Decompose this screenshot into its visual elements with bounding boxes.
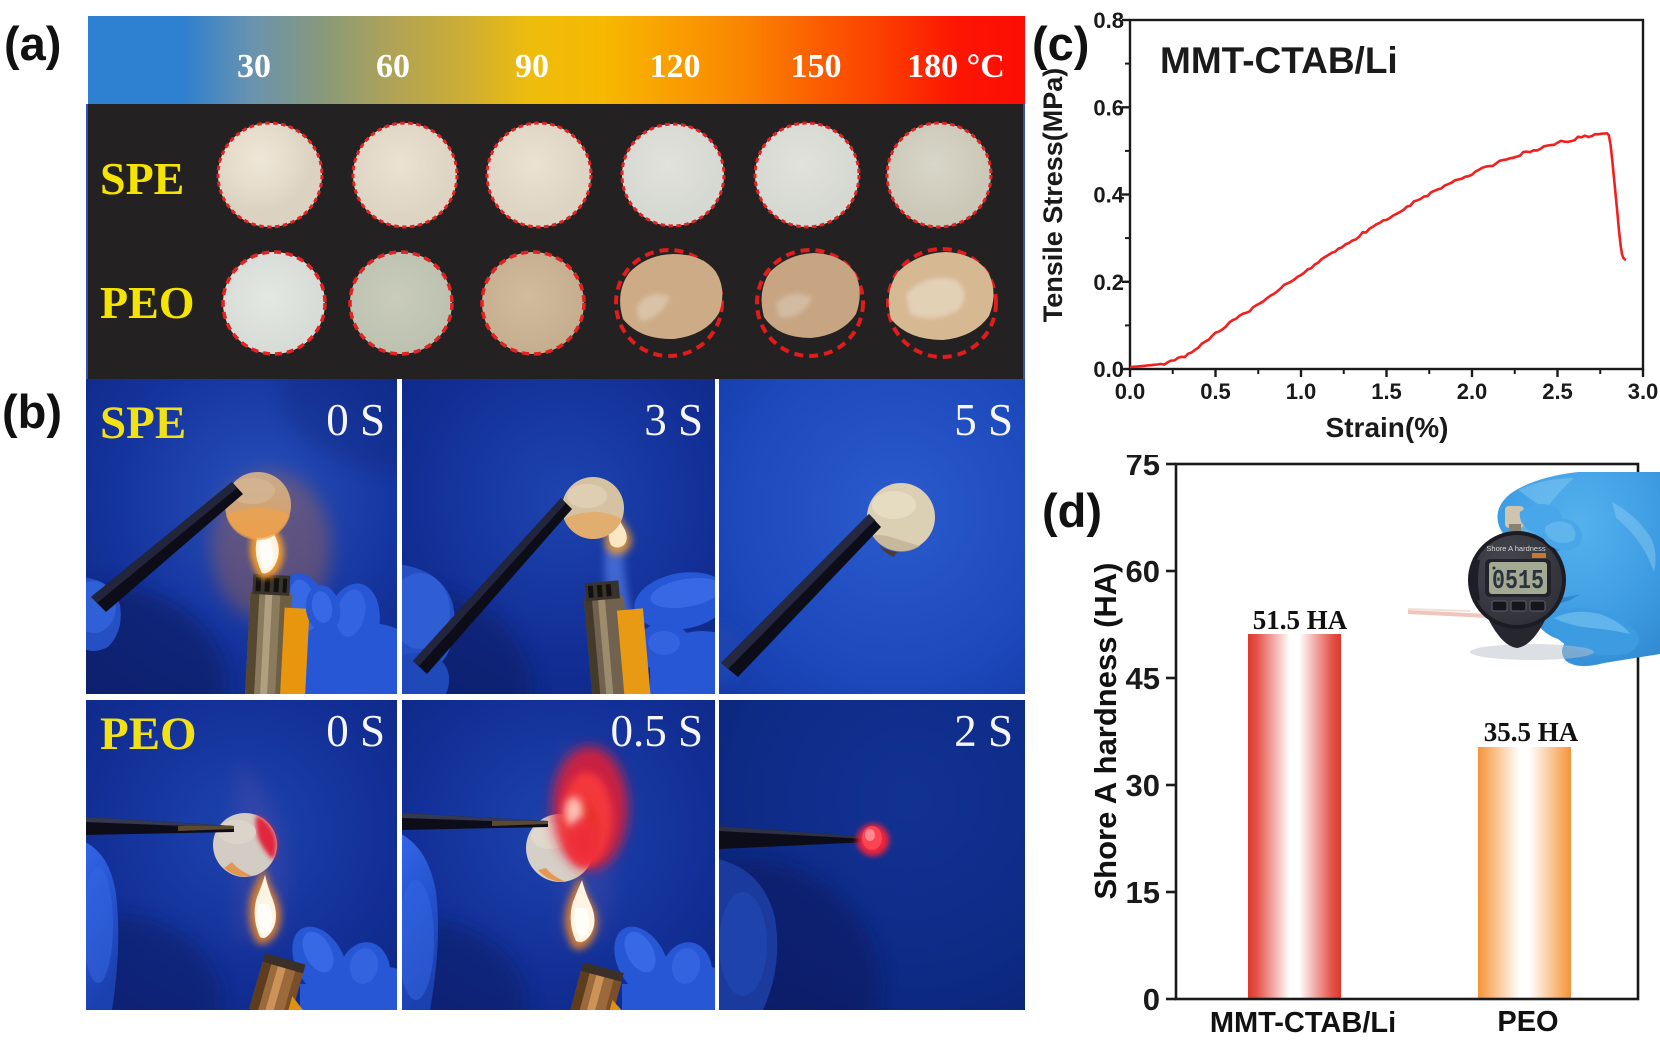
svg-text:0.0: 0.0 bbox=[1115, 379, 1146, 404]
svg-text:Tensile Stress(MPa): Tensile Stress(MPa) bbox=[1038, 68, 1068, 323]
svg-text:Strain(%): Strain(%) bbox=[1326, 412, 1449, 443]
svg-text:30: 30 bbox=[1126, 768, 1160, 803]
svg-text:35.5 HA: 35.5 HA bbox=[1484, 717, 1579, 747]
svg-text:75: 75 bbox=[1126, 455, 1160, 482]
svg-text:3.0: 3.0 bbox=[1628, 379, 1659, 404]
svg-text:1.0: 1.0 bbox=[1286, 379, 1317, 404]
svg-text:2.0: 2.0 bbox=[1457, 379, 1488, 404]
svg-text:51.5 HA: 51.5 HA bbox=[1253, 605, 1348, 635]
svg-text:0.2: 0.2 bbox=[1093, 270, 1124, 295]
svg-text:0.6: 0.6 bbox=[1093, 95, 1124, 120]
svg-text:2 S: 2 S bbox=[954, 706, 1013, 756]
svg-text:0515: 0515 bbox=[1492, 567, 1544, 597]
svg-text:0.5: 0.5 bbox=[1200, 379, 1231, 404]
svg-text:0.4: 0.4 bbox=[1093, 183, 1124, 208]
svg-text:45: 45 bbox=[1126, 661, 1160, 696]
svg-text:0: 0 bbox=[1143, 982, 1160, 1017]
svg-text:MMT-CTAB/Li: MMT-CTAB/Li bbox=[1210, 1007, 1396, 1039]
svg-text:0.8: 0.8 bbox=[1093, 8, 1124, 33]
svg-text:5 S: 5 S bbox=[954, 395, 1013, 445]
svg-text:SPE: SPE bbox=[100, 397, 186, 449]
svg-text:3 S: 3 S bbox=[644, 395, 703, 445]
svg-text:0 S: 0 S bbox=[326, 395, 385, 445]
svg-text:Shore A hardness: Shore A hardness bbox=[1486, 544, 1545, 553]
svg-text:15: 15 bbox=[1126, 875, 1160, 910]
svg-text:1.5: 1.5 bbox=[1371, 379, 1402, 404]
svg-text:60: 60 bbox=[1126, 554, 1160, 589]
svg-text:PEO: PEO bbox=[1497, 1006, 1558, 1038]
svg-text:Shore A hardness (HA): Shore A hardness (HA) bbox=[1088, 562, 1123, 899]
svg-text:MMT-CTAB/Li: MMT-CTAB/Li bbox=[1160, 40, 1398, 81]
svg-text:0.5 S: 0.5 S bbox=[610, 706, 703, 756]
svg-text:2.5: 2.5 bbox=[1542, 379, 1573, 404]
svg-text:0.0: 0.0 bbox=[1093, 357, 1124, 382]
svg-text:0 S: 0 S bbox=[326, 706, 385, 756]
svg-text:PEO: PEO bbox=[100, 708, 197, 760]
